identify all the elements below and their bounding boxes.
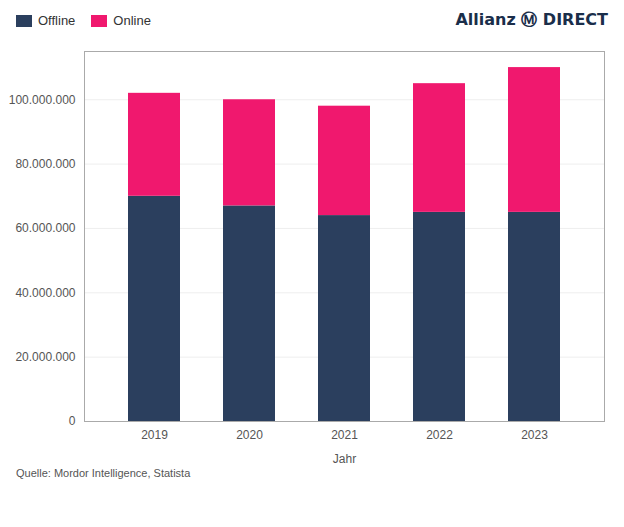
- html-text:Quelle: Mordor Intelligence, S: Quelle: Mordor Intelligence, Statista: [16, 467, 191, 479]
- svg-text:2019: 2019: [141, 428, 168, 442]
- svg-text:20.000.000: 20.000.000: [15, 350, 75, 364]
- svg-text:0: 0: [69, 414, 76, 428]
- svg-text:2023: 2023: [521, 428, 548, 442]
- html-text:Allianz Ⓜ DIRECT: Allianz Ⓜ DIRECT: [455, 10, 608, 29]
- svg-text:2020: 2020: [236, 428, 263, 442]
- html-text:Offline: Offline: [38, 13, 76, 28]
- html-text:Online: Online: [113, 13, 151, 28]
- svg-text:2021: 2021: [331, 428, 358, 442]
- svg-text:80.000.000: 80.000.000: [15, 157, 75, 171]
- svg-text:100.000.000: 100.000.000: [9, 93, 76, 107]
- svg-text:40.000.000: 40.000.000: [15, 286, 75, 300]
- svg-text:60.000.000: 60.000.000: [15, 221, 75, 235]
- svg-text:Jahr: Jahr: [333, 452, 356, 466]
- svg-text:2022: 2022: [426, 428, 453, 442]
